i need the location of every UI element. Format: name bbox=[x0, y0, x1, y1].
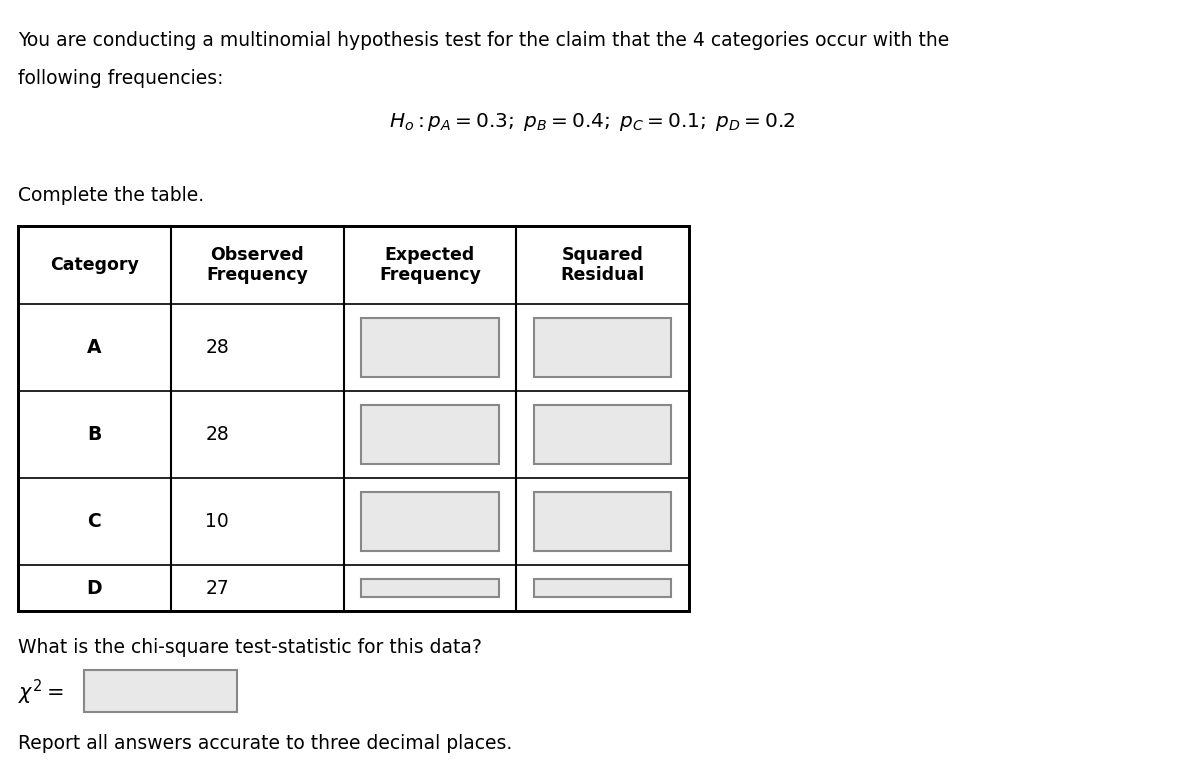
Text: 28: 28 bbox=[205, 338, 229, 357]
FancyBboxPatch shape bbox=[361, 492, 499, 551]
Text: You are conducting a multinomial hypothesis test for the claim that the 4 catego: You are conducting a multinomial hypothe… bbox=[18, 31, 949, 50]
Text: Category: Category bbox=[50, 256, 139, 274]
FancyBboxPatch shape bbox=[361, 318, 499, 377]
Text: 28: 28 bbox=[205, 425, 229, 444]
Text: B: B bbox=[88, 425, 102, 444]
FancyBboxPatch shape bbox=[361, 405, 499, 464]
FancyBboxPatch shape bbox=[361, 579, 499, 597]
Text: A: A bbox=[88, 338, 102, 357]
FancyBboxPatch shape bbox=[84, 670, 236, 712]
Text: Squared
Residual: Squared Residual bbox=[560, 246, 644, 284]
FancyBboxPatch shape bbox=[534, 405, 671, 464]
Bar bbox=[18, 226, 689, 611]
Text: $H_o: p_A = 0.3;\; p_B = 0.4;\; p_C = 0.1;\; p_D = 0.2$: $H_o: p_A = 0.3;\; p_B = 0.4;\; p_C = 0.… bbox=[389, 111, 796, 133]
FancyBboxPatch shape bbox=[534, 492, 671, 551]
Text: Complete the table.: Complete the table. bbox=[18, 186, 204, 205]
Text: What is the chi-square test-statistic for this data?: What is the chi-square test-statistic fo… bbox=[18, 638, 481, 657]
FancyBboxPatch shape bbox=[534, 318, 671, 377]
Text: Observed
Frequency: Observed Frequency bbox=[206, 246, 308, 284]
FancyBboxPatch shape bbox=[534, 579, 671, 597]
Text: Report all answers accurate to three decimal places.: Report all answers accurate to three dec… bbox=[18, 734, 512, 753]
Text: D: D bbox=[86, 578, 102, 597]
Text: Expected
Frequency: Expected Frequency bbox=[379, 246, 481, 284]
Text: 10: 10 bbox=[205, 512, 229, 531]
Text: $\chi^2 =$: $\chi^2 =$ bbox=[18, 678, 64, 707]
Text: 27: 27 bbox=[205, 578, 229, 597]
Text: C: C bbox=[88, 512, 101, 531]
Text: following frequencies:: following frequencies: bbox=[18, 69, 223, 88]
